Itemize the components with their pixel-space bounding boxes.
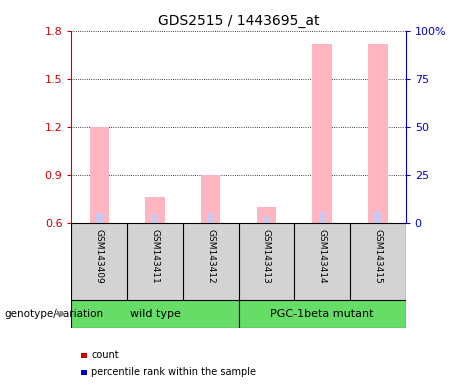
Bar: [201, 175, 220, 223]
Text: PGC-1beta mutant: PGC-1beta mutant: [270, 309, 374, 319]
Bar: [313, 43, 332, 223]
Bar: [96, 213, 103, 223]
Bar: [374, 212, 381, 223]
FancyBboxPatch shape: [71, 300, 238, 328]
Text: genotype/variation: genotype/variation: [5, 309, 104, 319]
Text: wild type: wild type: [130, 309, 180, 319]
Text: percentile rank within the sample: percentile rank within the sample: [91, 367, 256, 377]
Text: GSM143409: GSM143409: [95, 229, 104, 284]
Title: GDS2515 / 1443695_at: GDS2515 / 1443695_at: [158, 14, 319, 28]
FancyBboxPatch shape: [238, 300, 406, 328]
Bar: [368, 43, 388, 223]
Bar: [145, 197, 165, 223]
Text: count: count: [91, 350, 119, 360]
Text: GSM143414: GSM143414: [318, 229, 327, 283]
Bar: [319, 212, 325, 223]
Bar: [263, 216, 270, 223]
Text: GSM143415: GSM143415: [373, 229, 382, 284]
Bar: [152, 214, 159, 223]
Text: GSM143412: GSM143412: [206, 229, 215, 283]
Bar: [89, 127, 109, 223]
Bar: [207, 213, 214, 223]
Text: GSM143411: GSM143411: [150, 229, 160, 284]
Bar: [257, 207, 276, 223]
Text: GSM143413: GSM143413: [262, 229, 271, 284]
